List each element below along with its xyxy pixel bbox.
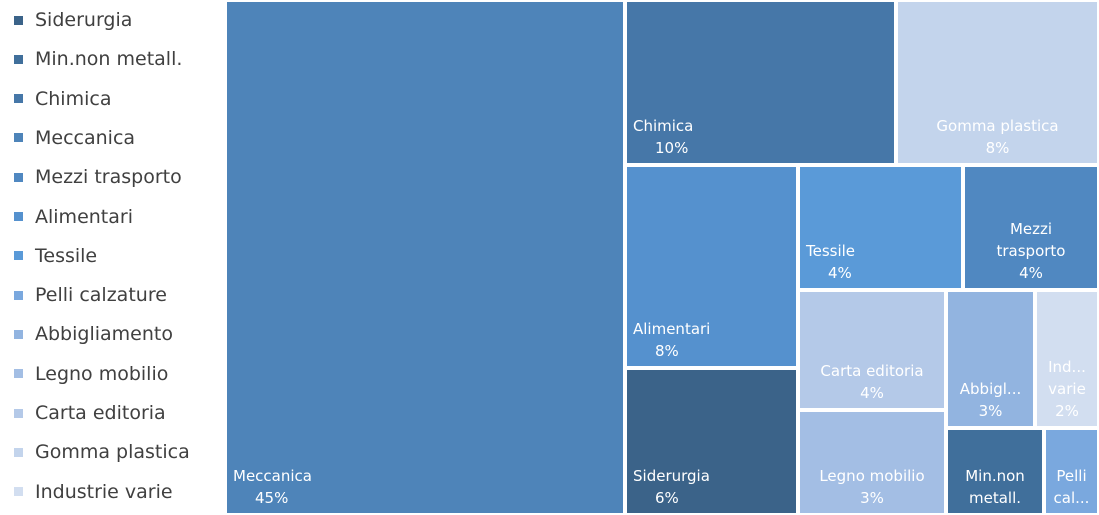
- treemap-tile-chimica: Chimica 10%: [625, 0, 896, 165]
- legend-label: Mezzi trasporto: [35, 166, 182, 189]
- legend-swatch: [14, 172, 23, 182]
- tile-label: Abbigl... 3%: [948, 378, 1033, 422]
- legend-label: Min.non metall.: [35, 48, 183, 71]
- treemap-tile-pelli-calzature: Pelli cal...: [1044, 428, 1099, 515]
- tile-label: Siderurgia 6%: [633, 465, 710, 509]
- legend-item-alimentari: Alimentari: [14, 198, 133, 236]
- tile-percent-label: 8%: [985, 139, 1010, 157]
- legend-swatch: [14, 133, 23, 143]
- legend-item-min-non-metall: Min.non metall.: [14, 40, 182, 78]
- treemap-tile-legno-mobilio: Legno mobilio 3%: [798, 410, 946, 515]
- tile-category-label: Alimentari: [633, 320, 711, 338]
- legend-item-carta-editoria: Carta editoria: [14, 394, 166, 432]
- tile-percent-label: 4%: [828, 264, 852, 282]
- legend-swatch: [14, 251, 23, 261]
- legend-item-meccanica: Meccanica: [14, 119, 135, 157]
- legend-label: Industrie varie: [35, 480, 173, 503]
- treemap-tile-industrie-varie: Ind... varie 2%: [1035, 290, 1099, 428]
- tile-label: Legno mobilio 3%: [800, 465, 944, 509]
- legend-label: Siderurgia: [35, 9, 133, 31]
- legend-swatch: [14, 212, 23, 221]
- treemap-tile-siderurgia: Siderurgia 6%: [625, 368, 798, 515]
- tile-percent-label: 2%: [1055, 402, 1079, 420]
- legend-swatch: [14, 94, 23, 104]
- legend-item-abbigliamento: Abbigliamento: [14, 315, 173, 353]
- legend-item-industrie-varie: Industrie varie: [14, 473, 173, 511]
- tile-percent-label: 3%: [978, 402, 1003, 420]
- tile-percent-label: 4%: [1019, 264, 1043, 282]
- tile-category-label: Abbigl...: [959, 380, 1022, 398]
- legend-label: Pelli calzature: [35, 284, 167, 307]
- tile-label: Carta editoria 4%: [800, 360, 944, 404]
- tile-percent-label: 4%: [860, 384, 884, 402]
- legend-item-siderurgia: Siderurgia: [14, 1, 132, 39]
- legend-label: Tessile: [35, 244, 98, 267]
- legend-swatch: [14, 447, 23, 457]
- treemap-tile-gomma-plastica: Gomma plastica 8%: [896, 0, 1099, 165]
- legend-item-mezzi-trasporto: Mezzi trasporto: [14, 158, 182, 196]
- legend-label: Legno mobilio: [35, 362, 169, 385]
- tile-label: Gomma plastica 8%: [898, 115, 1097, 159]
- legend-swatch: [14, 15, 23, 25]
- tile-label: Mezzi trasporto 4%: [965, 218, 1097, 284]
- tile-category-label: cal...: [1053, 489, 1090, 507]
- legend: Siderurgia Min.non metall. Chimica Meccanic…: [0, 0, 225, 515]
- treemap-tile-meccanica: Meccanica 45%: [225, 0, 625, 515]
- tile-label: Alimentari 8%: [633, 318, 710, 362]
- treemap-tile-carta-editoria: Carta editoria 4%: [798, 290, 946, 410]
- tile-category-label: Siderurgia: [633, 467, 710, 485]
- legend-item-tessile: Tessile: [14, 237, 97, 275]
- tile-label: Pelli cal...: [1046, 465, 1097, 509]
- tile-category-label: Gomma plastica: [936, 117, 1059, 135]
- tile-category-label: Chimica: [633, 117, 694, 135]
- tile-label: Meccanica 45%: [233, 465, 312, 509]
- legend-swatch: [14, 487, 23, 497]
- treemap-tile-tessile: Tessile 4%: [798, 165, 963, 290]
- legend-label: Abbigliamento: [35, 323, 173, 346]
- treemap-tile-abbigliamento: Abbigl... 3%: [946, 290, 1035, 428]
- legend-label: Chimica: [35, 87, 112, 110]
- tile-category-label: Mezzi: [1009, 220, 1053, 238]
- tile-category-label: Tessile: [806, 242, 856, 260]
- tile-category-label: metall.: [968, 489, 1022, 507]
- legend-swatch: [14, 369, 23, 379]
- tile-category-label: Carta editoria: [820, 362, 924, 380]
- tile-percent-label: 10%: [655, 139, 689, 157]
- tile-category-label: trasporto: [996, 242, 1066, 260]
- legend-swatch: [14, 408, 23, 418]
- legend-label: Meccanica: [35, 126, 136, 149]
- legend-swatch: [14, 290, 23, 300]
- tile-category-label: varie: [1048, 380, 1086, 398]
- treemap-tile-min-non-metall: Min.non metall.: [946, 428, 1044, 515]
- legend-item-chimica: Chimica: [14, 80, 111, 118]
- legend-item-pelli-calzature: Pelli calzature: [14, 276, 167, 314]
- tile-category-label: Ind...: [1048, 358, 1086, 376]
- legend-item-legno-mobilio: Legno mobilio: [14, 355, 168, 393]
- treemap-tile-alimentari: Alimentari 8%: [625, 165, 798, 368]
- tile-label: Chimica 10%: [633, 115, 693, 159]
- legend-label: Carta editoria: [35, 402, 166, 424]
- tile-label: Tessile 4%: [806, 240, 855, 284]
- legend-label: Alimentari: [35, 205, 133, 228]
- treemap-chart: Siderurgia 6% Min.non metall. Chimica 10% Mecc…: [225, 0, 1099, 515]
- tile-label: Ind... varie 2%: [1037, 356, 1097, 422]
- tile-category-label: Meccanica: [233, 467, 312, 485]
- tile-percent-label: 45%: [255, 489, 289, 507]
- tile-category-label: Legno mobilio: [819, 467, 925, 485]
- legend-swatch: [14, 54, 23, 64]
- legend-label: Gomma plastica: [35, 441, 190, 464]
- tile-percent-label: 8%: [655, 342, 679, 360]
- legend-swatch: [14, 329, 23, 339]
- legend-item-gomma-plastica: Gomma plastica: [14, 433, 190, 471]
- treemap-tile-mezzi-trasporto: Mezzi trasporto 4%: [963, 165, 1099, 290]
- tile-percent-label: 6%: [655, 489, 679, 507]
- tile-percent-label: 3%: [860, 489, 884, 507]
- tile-category-label: Pelli: [1056, 467, 1087, 485]
- tile-category-label: Min.non: [965, 467, 1025, 485]
- tile-label: Min.non metall.: [948, 465, 1042, 509]
